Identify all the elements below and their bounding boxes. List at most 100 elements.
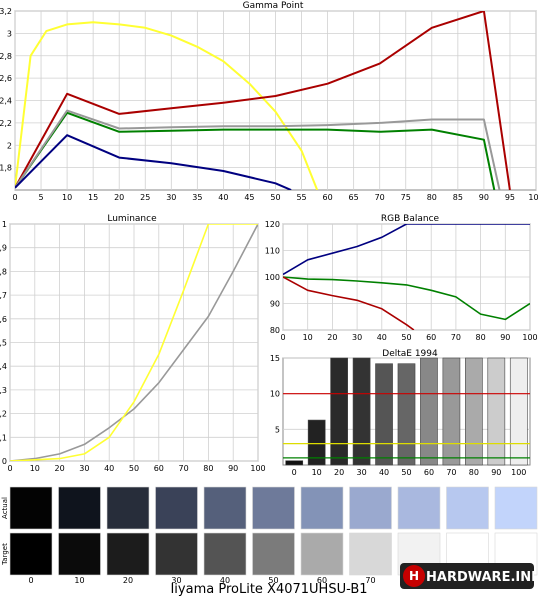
gamma-x-tick: 75: [401, 193, 411, 202]
deltae-x-tick: 100: [511, 468, 526, 477]
swatch-label: 20: [123, 576, 133, 585]
deltae-x-tick: 0: [292, 468, 297, 477]
rgb-y-tick: 90: [270, 300, 280, 309]
rgb-series-0: [283, 224, 530, 276]
rgb-series-1: [283, 276, 530, 321]
rgb-series-2: [283, 276, 415, 330]
gamma-x-tick: 5: [39, 193, 44, 202]
swatch-target: [9, 532, 53, 576]
swatch-label: 70: [365, 576, 375, 585]
swatch-actual: [494, 486, 538, 530]
swatch-target: [106, 532, 150, 576]
swatch-label: 40: [220, 576, 230, 585]
luminance-y-tick: 0,2: [0, 410, 7, 419]
gamma-series-2: [15, 111, 496, 190]
swatch-actual: [349, 486, 392, 530]
swatch-actual: [58, 486, 101, 530]
deltae-bar: [442, 357, 461, 466]
deltae-bar: [375, 363, 393, 466]
deltae-x-tick: 30: [356, 468, 366, 477]
gamma-x-tick: 50: [270, 193, 280, 202]
gamma-x-tick: 90: [479, 193, 489, 202]
swatch-actual: [106, 486, 150, 530]
rgb-y-tick: 110: [265, 247, 280, 256]
luminance-x-tick: 40: [104, 464, 114, 473]
deltae-bar: [509, 357, 528, 466]
luminance-x-tick: 20: [55, 464, 65, 473]
gamma-y-tick: 2,8: [0, 52, 12, 61]
swatch-target: [252, 532, 295, 576]
monitor-model-caption: Iiyama ProLite X4071UHSU-B1: [170, 582, 368, 597]
luminance-y-tick: 0,9: [0, 244, 7, 253]
swatch-row-label: Actual: [1, 497, 9, 519]
gamma-chart: Gamma Point 0 5 10 15 20 25 30 35 40 45 50 55 60 65 70…: [0, 1, 538, 202]
rgb-y-tick: 120: [265, 220, 280, 229]
swatch-target: [203, 532, 247, 576]
swatch-target: [349, 532, 392, 576]
swatch-label: 10: [74, 576, 84, 585]
luminance-y-tick: 0,5: [0, 339, 7, 348]
rgb-y-tick: 100: [265, 273, 280, 282]
gamma-x-tick: 80: [427, 193, 437, 202]
rgb-y-tick: 80: [270, 326, 280, 335]
luminance-chart-title: Luminance: [107, 214, 157, 224]
gamma-x-tick: 0: [12, 193, 17, 202]
luminance-x-tick: 0: [7, 464, 12, 473]
luminance-chart: Luminance 0 10 20 30 40 50 60 70 80 90 100 0 0,1 0,2 0…: [0, 214, 266, 473]
rgb-balance-chart-title: RGB Balance: [381, 214, 440, 224]
deltae-x-tick: 60: [424, 468, 434, 477]
swatch-actual: [300, 486, 344, 530]
gamma-x-tick: 65: [349, 193, 359, 202]
gamma-y-tick: 3: [7, 29, 12, 38]
luminance-x-tick: 60: [154, 464, 164, 473]
swatch-actual: [397, 486, 441, 530]
rgb-balance-chart: RGB Balance 0 10 20 30 40 50 60 70 80 90 100 80 90 10…: [265, 214, 538, 342]
gamma-x-tick: 85: [453, 193, 463, 202]
luminance-x-tick: 10: [30, 464, 40, 473]
gamma-series-0: [15, 21, 319, 190]
deltae-chart: DeltaE 1994 5 10 15 0 10 20 30 40 50 60 70 80 90 100: [270, 349, 531, 477]
gamma-x-tick: 25: [140, 193, 150, 202]
deltae-x-tick: 50: [401, 468, 411, 477]
deltae-x-tick: 90: [491, 468, 501, 477]
luminance-x-tick: 80: [203, 464, 213, 473]
gamma-x-tick: 35: [192, 193, 202, 202]
rgb-x-tick: 40: [377, 333, 387, 342]
gamma-series-1: [15, 11, 511, 190]
luminance-series-0: [10, 224, 258, 461]
deltae-y-tick: 15: [270, 354, 280, 363]
luminance-y-tick: 0: [2, 457, 7, 466]
deltae-x-tick: 20: [334, 468, 344, 477]
deltae-bar: [330, 357, 348, 466]
deltae-bar: [352, 357, 371, 466]
luminance-y-tick: 1: [2, 220, 7, 229]
gamma-x-tick: 10: [62, 193, 72, 202]
swatch-row-label: Target: [1, 543, 9, 566]
gamma-x-tick: 40: [218, 193, 228, 202]
deltae-chart-title: DeltaE 1994: [382, 349, 438, 359]
hardware-info-logo: H HARDWARE.INFO: [400, 563, 534, 589]
rgb-x-tick: 50: [401, 333, 411, 342]
rgb-x-tick: 70: [451, 333, 461, 342]
swatch-actual: [203, 486, 247, 530]
swatch-target: [58, 532, 101, 576]
deltae-y-tick: 10: [270, 390, 280, 399]
deltae-x-tick: 80: [469, 468, 479, 477]
rgb-x-tick: 90: [500, 333, 510, 342]
deltae-x-tick: 10: [312, 468, 322, 477]
gamma-y-tick: 3,2: [0, 7, 12, 16]
rgb-x-tick: 80: [476, 333, 486, 342]
gamma-x-tick: 95: [505, 193, 515, 202]
deltae-bar: [487, 357, 506, 466]
luminance-y-tick: 0,6: [0, 315, 7, 324]
luminance-x-tick: 30: [79, 464, 89, 473]
deltae-bar: [397, 363, 416, 466]
swatch-actual: [9, 486, 53, 530]
gamma-x-tick: 20: [114, 193, 124, 202]
swatch-label: 60: [317, 576, 327, 585]
luminance-x-tick: 100: [250, 464, 265, 473]
swatch-target: [155, 532, 198, 576]
svg-text:H: H: [409, 569, 419, 583]
deltae-bar: [465, 357, 483, 466]
